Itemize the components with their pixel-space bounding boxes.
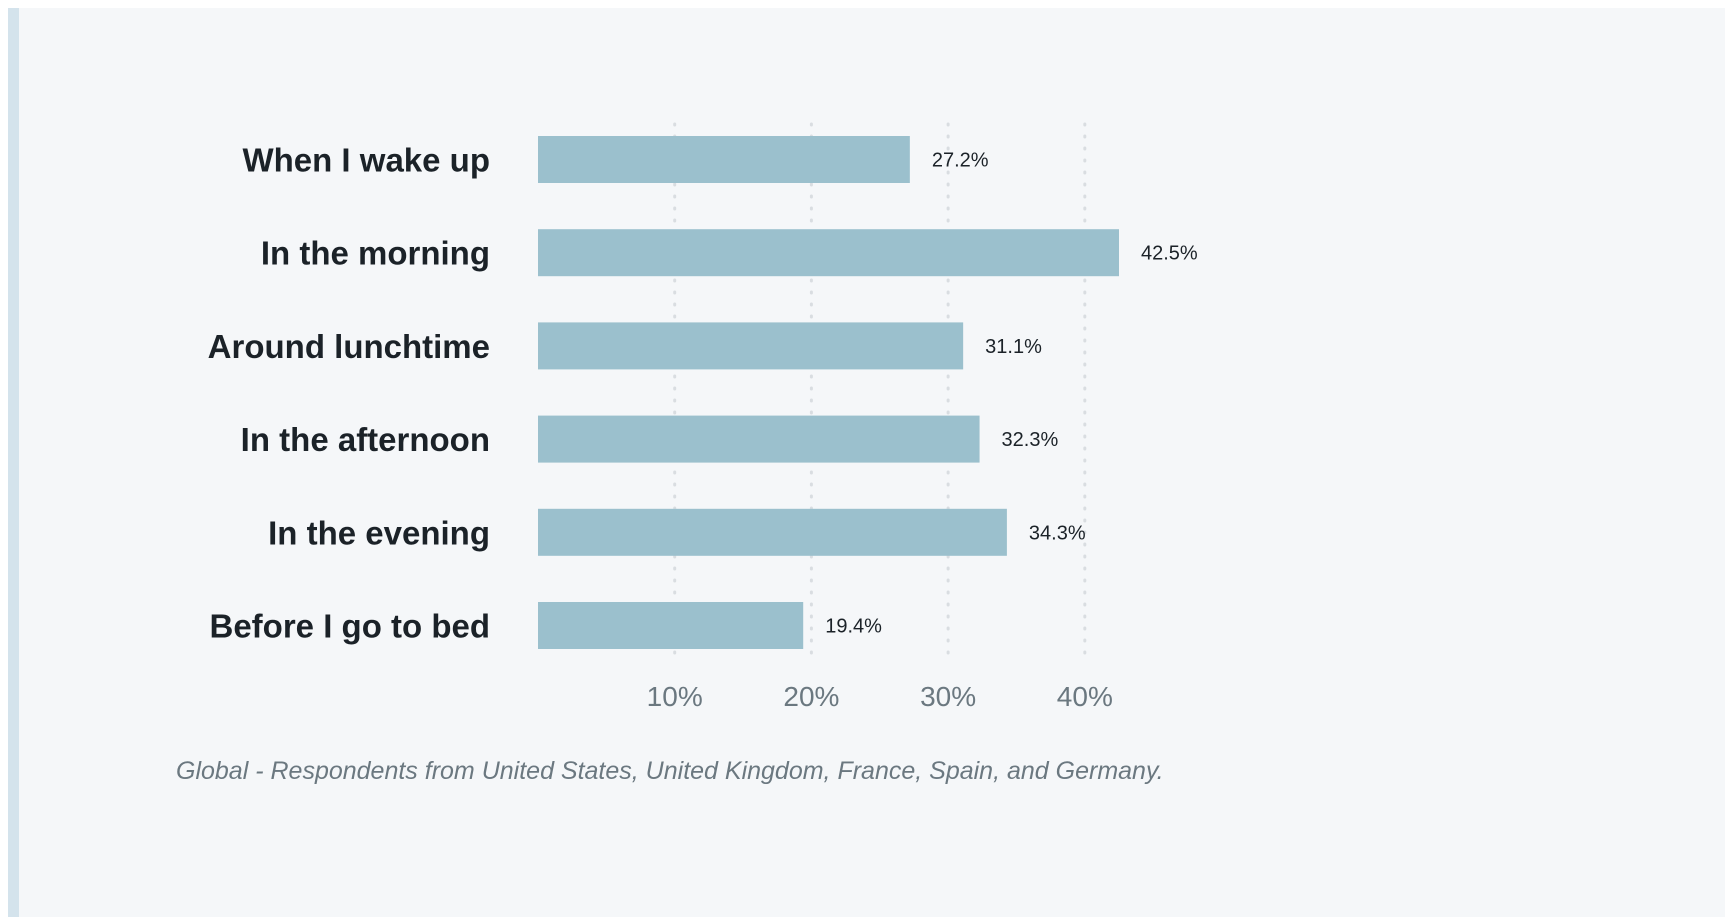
x-tick-label: 10% — [647, 681, 703, 712]
bar — [538, 508, 1007, 556]
value-label: 32.3% — [1002, 429, 1059, 451]
value-label: 27.2% — [932, 150, 989, 172]
value-label: 34.3% — [1029, 522, 1086, 544]
value-label: 31.1% — [985, 336, 1042, 358]
bars — [538, 136, 1119, 649]
category-label: In the afternoon — [241, 421, 490, 458]
x-tick-label: 20% — [783, 681, 839, 712]
bar — [538, 229, 1119, 277]
bar — [538, 322, 964, 370]
category-label: In the evening — [268, 514, 490, 551]
category-labels: When I wake up In the morning Around lunch… — [208, 142, 490, 645]
category-label: Before I go to bed — [210, 608, 491, 645]
card-accent-bar — [8, 8, 19, 917]
x-tick-label: 40% — [1057, 681, 1113, 712]
category-label: When I wake up — [242, 142, 490, 179]
x-axis-ticks: 10% 20% 30% 40% — [647, 681, 1113, 712]
value-labels: 27.2% 42.5% 31.1% 32.3% 34.3% 19.4% — [825, 150, 1198, 638]
category-label: Around lunchtime — [208, 328, 490, 365]
value-label: 19.4% — [825, 616, 882, 638]
category-label: In the morning — [261, 235, 490, 272]
bar — [538, 415, 980, 463]
chart-footnote: Global - Respondents from United States,… — [176, 757, 1164, 785]
grid-lines — [673, 122, 1087, 662]
x-tick-label: 30% — [920, 681, 976, 712]
bar — [538, 136, 910, 183]
value-label: 42.5% — [1141, 243, 1198, 265]
bar — [538, 602, 804, 649]
